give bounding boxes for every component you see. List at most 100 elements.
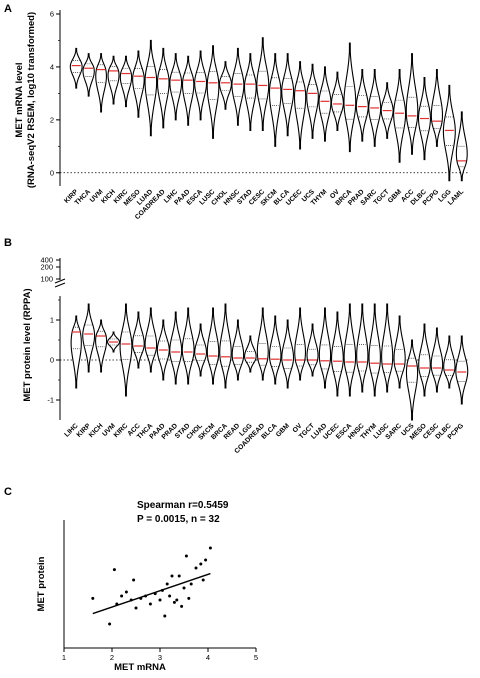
panel-b: -101LIHCKIRPKICHUVMKIRCACCTHCAPAADPRADST… <box>22 256 469 455</box>
scatter-point <box>187 596 191 600</box>
scatter-point <box>182 586 186 590</box>
scatter-point <box>204 558 208 562</box>
y-tick-label: 0 <box>50 168 54 177</box>
violin-read <box>231 319 245 381</box>
violin-lihc <box>70 315 82 389</box>
scatter-point <box>194 566 198 570</box>
category-label-gbm: GBM <box>275 422 291 438</box>
x-tick-label: 1 <box>62 653 66 662</box>
panel-a-letter: A <box>4 3 12 15</box>
y-tick-label: 4 <box>50 62 54 71</box>
scatter-point <box>172 600 176 604</box>
panel-c-letter: C <box>4 486 12 498</box>
violin-ov <box>330 71 344 131</box>
y-tick-label: -1 <box>47 396 54 405</box>
violin-stad <box>181 307 195 385</box>
violin-kirc <box>119 55 133 108</box>
scatter-point <box>112 568 116 572</box>
violin-skcm <box>206 307 220 385</box>
violin-coadread <box>156 47 170 129</box>
scatter-point <box>120 594 124 598</box>
violin-esca <box>343 303 357 397</box>
violin-laml <box>455 111 468 182</box>
violin-brca <box>219 303 232 389</box>
violin-uvm <box>95 53 107 113</box>
violin-luad <box>144 39 158 137</box>
violin-cesc <box>430 327 444 393</box>
violin-ucec <box>293 61 307 150</box>
violin-prad <box>169 311 183 385</box>
violin-lihc <box>169 53 183 121</box>
category-label-gbm: GBM <box>387 188 403 204</box>
axis-break-mark <box>54 278 66 284</box>
scatter-point <box>175 598 179 602</box>
scatter-point <box>165 582 169 586</box>
violin-cesc <box>256 37 270 131</box>
violin-lgg <box>442 84 456 182</box>
scatter-point <box>177 574 181 578</box>
violin-hnsc <box>231 47 245 126</box>
violin-dlbc <box>443 335 456 389</box>
y-axis-title: MET protein level (RPPA) <box>22 288 33 401</box>
y-axis-title-line: MET mRNA level <box>14 62 25 137</box>
violin-lusc <box>206 45 220 139</box>
violin-tgct <box>306 323 319 377</box>
axis-break-mark <box>54 282 66 288</box>
violin-thca <box>144 307 158 373</box>
violin-ucec <box>330 311 344 397</box>
violin-pcpg <box>455 335 469 405</box>
violin-acc <box>132 311 145 369</box>
scatter-point <box>180 604 184 608</box>
y-axis-title: MET protein <box>36 556 47 611</box>
scatter-point <box>108 622 112 626</box>
scatter-point <box>199 562 203 566</box>
y-axis-title: MET mRNA level(RNA-seqV2 RSEM, log10 tra… <box>14 12 37 188</box>
scatter-point <box>189 582 193 586</box>
violin-prad <box>355 69 369 142</box>
y-tick-label: 0 <box>50 356 54 365</box>
scatter-point <box>91 596 95 600</box>
scatter-point <box>201 578 205 582</box>
scatter-point <box>158 598 162 602</box>
x-tick-label: 4 <box>206 653 210 662</box>
broken-axis-tick-label: 200 <box>40 263 53 272</box>
violin-pcpg <box>430 69 444 147</box>
violin-kirc <box>119 303 133 397</box>
violin-kirp <box>69 47 83 89</box>
scatter-point <box>168 594 172 598</box>
violin-chol <box>218 61 232 110</box>
scatter-point <box>163 614 167 618</box>
x-tick-label: 2 <box>110 653 114 662</box>
violin-meso <box>418 323 431 397</box>
p-value-annotation: P = 0.0015, n = 32 <box>137 514 220 525</box>
violin-thca <box>82 53 95 97</box>
violin-brca <box>343 42 357 153</box>
violin-ucs <box>405 339 419 421</box>
violin-meso <box>132 50 145 118</box>
scatter-point <box>124 590 128 594</box>
y-axis-title-line: (RNA-seqV2 RSEM, log10 transformed) <box>26 12 37 188</box>
scatter-point <box>184 554 188 558</box>
violin-blca <box>281 53 295 137</box>
y-tick-label: 6 <box>50 10 54 19</box>
violin-lusc <box>381 303 394 393</box>
violin-coadread <box>256 307 269 381</box>
violin-esca <box>194 50 208 121</box>
violin-skcm <box>268 53 282 147</box>
violin-hnsc <box>356 303 369 393</box>
y-tick-label: 1 <box>50 316 54 325</box>
violin-kich <box>107 55 120 105</box>
scatter-point <box>208 546 212 550</box>
violin-paad <box>181 55 195 126</box>
violin-acc <box>405 53 419 155</box>
scatter-point <box>148 602 152 606</box>
y-tick-label: 2 <box>50 115 54 124</box>
category-label-kirc: KIRC <box>113 422 130 439</box>
violin-luad <box>318 307 332 389</box>
violin-kich <box>95 319 108 373</box>
violin-blca <box>268 315 282 385</box>
x-tick-label: 5 <box>254 653 258 662</box>
violin-gbm <box>393 69 407 163</box>
scatter-point <box>132 578 136 582</box>
